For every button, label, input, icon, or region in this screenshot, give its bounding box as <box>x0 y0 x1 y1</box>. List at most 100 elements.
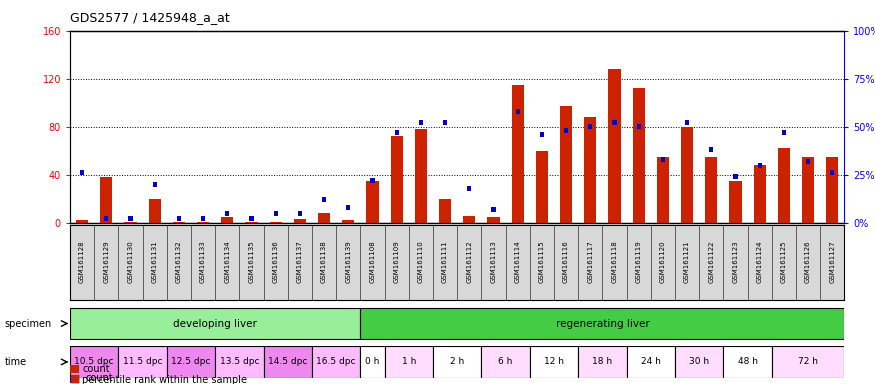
Text: GSM161121: GSM161121 <box>684 241 690 283</box>
Text: GSM161123: GSM161123 <box>732 241 738 283</box>
Bar <box>294 219 306 223</box>
Bar <box>70 366 80 373</box>
Text: GSM161139: GSM161139 <box>346 241 351 283</box>
Text: developing liver: developing liver <box>173 318 257 329</box>
Bar <box>152 182 157 187</box>
Bar <box>540 132 544 137</box>
Text: time: time <box>4 357 26 367</box>
Text: GSM161129: GSM161129 <box>103 241 109 283</box>
Text: 6 h: 6 h <box>499 358 513 366</box>
Bar <box>730 181 741 223</box>
Bar <box>270 222 282 223</box>
Bar <box>463 215 475 223</box>
Bar <box>439 199 452 223</box>
Text: GSM161132: GSM161132 <box>176 241 182 283</box>
Text: GSM161111: GSM161111 <box>442 241 448 283</box>
Bar <box>724 346 772 377</box>
Bar <box>802 157 814 223</box>
Bar <box>167 346 215 377</box>
Text: 2 h: 2 h <box>450 358 465 366</box>
Text: GSM161120: GSM161120 <box>660 241 666 283</box>
Bar <box>70 308 360 339</box>
Bar <box>246 222 257 223</box>
Bar <box>70 346 118 377</box>
Text: GSM161119: GSM161119 <box>635 241 641 283</box>
Text: 0 h: 0 h <box>365 358 380 366</box>
Bar <box>129 217 133 221</box>
Bar <box>778 148 790 223</box>
Text: 12.5 dpc: 12.5 dpc <box>172 358 211 366</box>
Bar <box>608 69 620 223</box>
Bar <box>80 170 84 175</box>
Bar <box>612 121 617 125</box>
Text: 18 h: 18 h <box>592 358 612 366</box>
Bar <box>675 346 724 377</box>
Bar <box>215 346 263 377</box>
Bar <box>274 211 277 215</box>
Text: specimen: specimen <box>4 318 52 329</box>
Bar <box>826 157 838 223</box>
Text: GSM161115: GSM161115 <box>539 241 545 283</box>
Text: GSM161138: GSM161138 <box>321 241 327 283</box>
Bar <box>705 157 717 223</box>
Text: GSM161116: GSM161116 <box>564 241 569 283</box>
Text: 12 h: 12 h <box>544 358 564 366</box>
Bar <box>588 124 592 129</box>
Text: GSM161127: GSM161127 <box>830 241 836 283</box>
Bar <box>633 88 645 223</box>
Bar <box>657 157 668 223</box>
Bar <box>395 130 399 135</box>
Bar <box>433 346 481 377</box>
Bar <box>758 163 762 167</box>
Bar <box>467 186 472 190</box>
Bar <box>225 211 229 215</box>
Bar <box>415 129 427 223</box>
Text: GSM161130: GSM161130 <box>128 241 134 283</box>
Text: regenerating liver: regenerating liver <box>556 318 649 329</box>
Bar <box>830 170 835 175</box>
Bar <box>201 217 206 221</box>
Text: 1 h: 1 h <box>402 358 416 366</box>
Text: GSM161135: GSM161135 <box>248 241 255 283</box>
Bar <box>263 346 312 377</box>
Text: GSM161110: GSM161110 <box>418 241 424 283</box>
Bar <box>661 157 665 162</box>
Text: GSM161112: GSM161112 <box>466 241 472 283</box>
Bar <box>76 220 88 223</box>
Bar <box>318 213 330 223</box>
Bar <box>685 121 690 125</box>
Bar <box>560 106 572 223</box>
Text: count: count <box>82 364 110 374</box>
Bar <box>753 165 766 223</box>
Bar <box>173 222 185 223</box>
Bar <box>515 109 520 114</box>
Bar <box>342 220 354 223</box>
Text: 48 h: 48 h <box>738 358 758 366</box>
Bar <box>360 346 385 377</box>
Bar <box>197 222 209 223</box>
Text: GSM161126: GSM161126 <box>805 241 811 283</box>
Bar <box>367 181 379 223</box>
Bar <box>564 128 568 133</box>
Bar <box>637 124 640 129</box>
Bar <box>390 136 402 223</box>
Bar <box>249 217 254 221</box>
Bar <box>492 207 495 212</box>
Bar <box>443 121 447 125</box>
Bar <box>481 346 529 377</box>
Bar <box>70 376 80 383</box>
Bar <box>772 346 844 377</box>
Text: GSM161137: GSM161137 <box>297 241 303 283</box>
Bar <box>681 127 693 223</box>
Text: count: count <box>86 373 114 383</box>
Text: GSM161122: GSM161122 <box>708 241 714 283</box>
Text: GSM161136: GSM161136 <box>273 241 279 283</box>
Text: GSM161128: GSM161128 <box>79 241 85 283</box>
Text: GSM161124: GSM161124 <box>757 241 763 283</box>
Bar <box>101 177 112 223</box>
Text: GSM161117: GSM161117 <box>587 241 593 283</box>
Bar <box>781 130 786 135</box>
Text: GSM161118: GSM161118 <box>612 241 618 283</box>
Text: ■: ■ <box>70 373 80 383</box>
Bar <box>806 159 810 164</box>
